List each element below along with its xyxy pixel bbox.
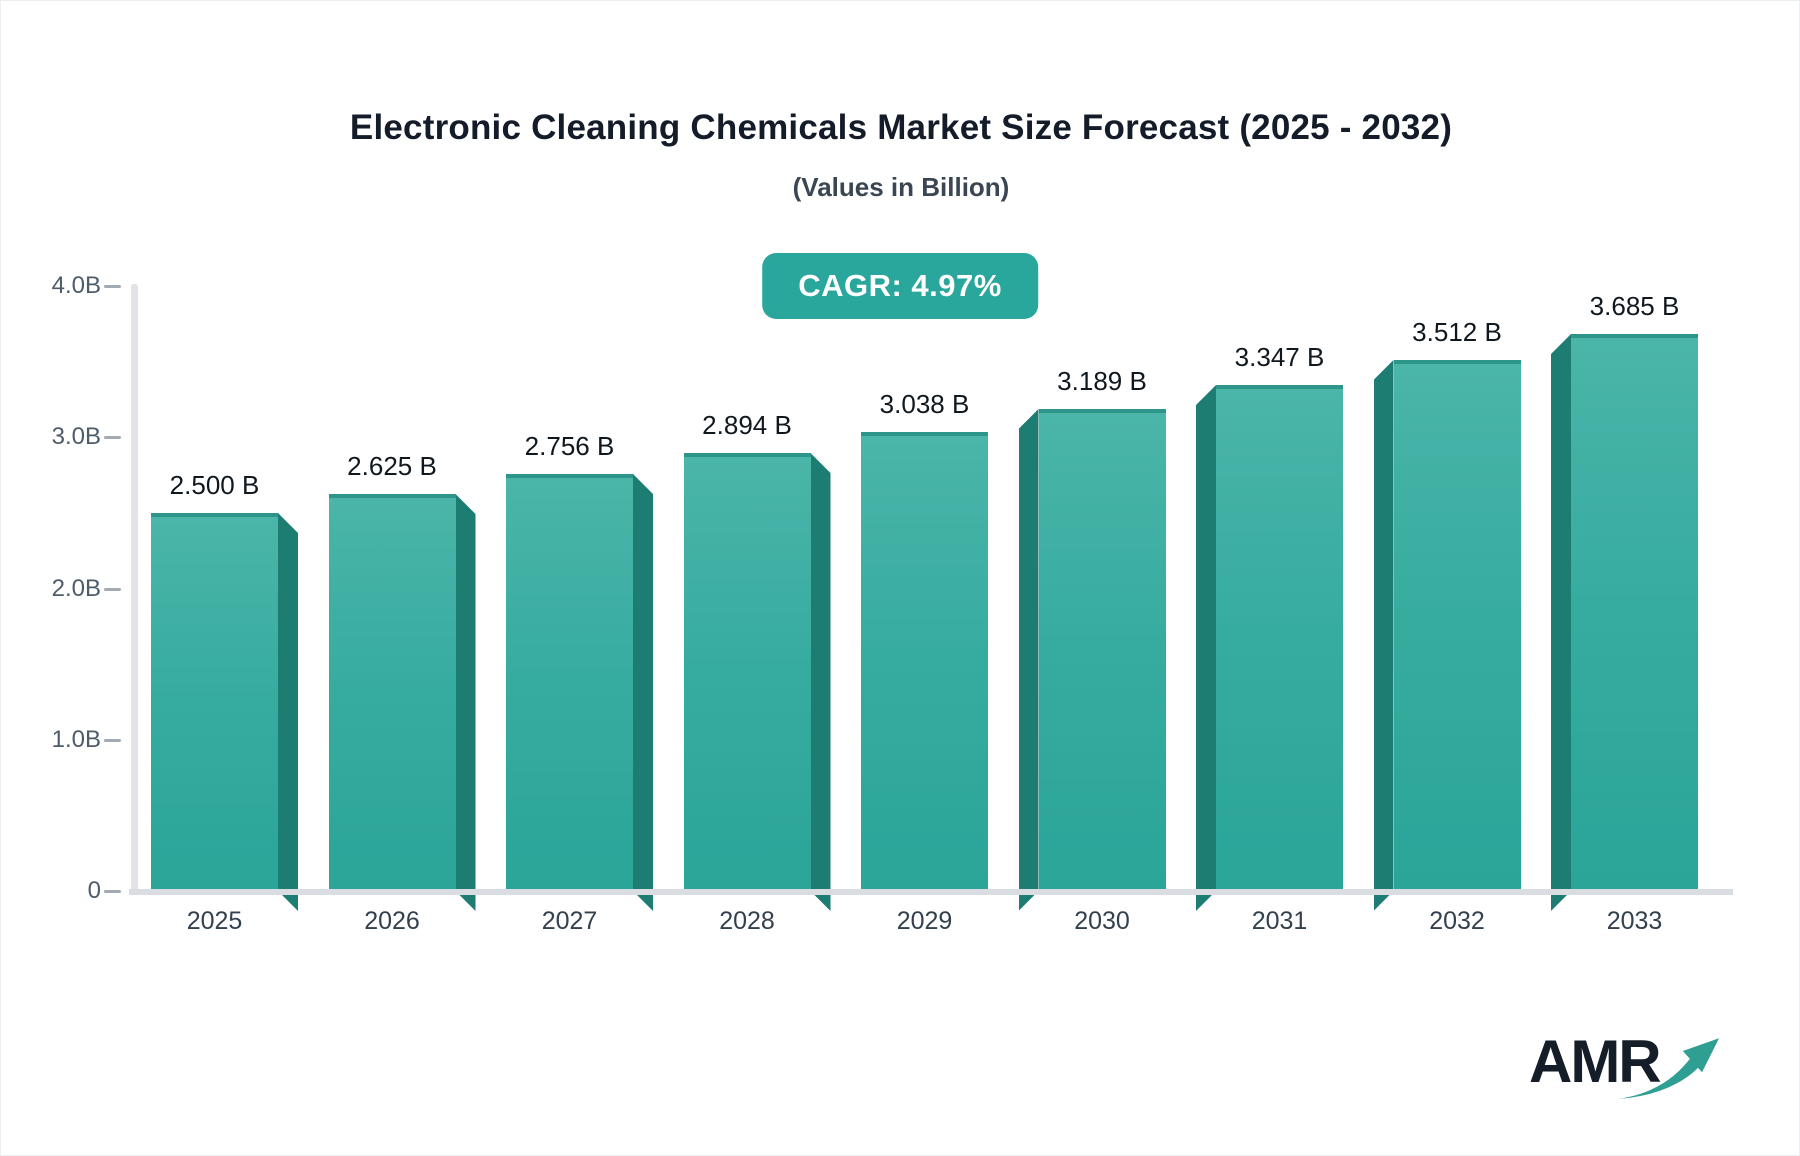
x-axis-label: 2028 [719, 907, 775, 935]
y-axis-tick-label: 4.0B [51, 272, 101, 299]
bar-2029 [861, 432, 988, 891]
bar-value-label: 3.685 B [1589, 291, 1680, 321]
bar-2032 [1393, 360, 1521, 891]
chart-subtitle: (Values in Billion) [792, 172, 1010, 202]
bar-side-face [278, 513, 298, 911]
bar-value-label: 3.347 B [1234, 342, 1325, 372]
x-axis-label: 2026 [364, 907, 420, 935]
bar-2027 [506, 474, 633, 891]
bar-2026 [328, 494, 456, 891]
x-axis-label: 2027 [541, 907, 598, 935]
bar-side-face [456, 494, 476, 911]
cagr-badge: CAGR: 4.97% [762, 253, 1038, 319]
bar-value-label: 3.038 B [879, 389, 970, 419]
x-axis-label: 2029 [896, 907, 953, 935]
x-axis-label: 2031 [1251, 907, 1308, 935]
y-axis-tick-dash [104, 890, 121, 893]
bar-2028 [683, 453, 811, 891]
x-axis-line [129, 889, 1733, 895]
chart-title: Electronic Cleaning Chemicals Market Siz… [349, 108, 1453, 147]
y-axis-tick-label: 3.0B [51, 423, 101, 451]
bar-value-label: 3.512 B [1412, 317, 1502, 347]
bar-value-label: 3.189 B [1057, 366, 1147, 396]
bar-2031 [1216, 385, 1343, 891]
bar-value-label: 2.894 B [702, 410, 792, 440]
bar-side-face [1551, 334, 1571, 911]
x-axis-label: 2033 [1606, 907, 1663, 935]
bar-value-label: 2.756 B [524, 431, 615, 461]
y-axis-tick-dash [104, 285, 121, 288]
bar-2025 [151, 513, 278, 891]
bar-value-label: 2.500 B [169, 470, 260, 500]
amr-logo-text: AMR [1529, 1028, 1662, 1095]
x-axis-label: 2032 [1429, 907, 1485, 935]
bar-side-face [1019, 409, 1039, 911]
y-axis-tick-label: 1.0B [51, 725, 101, 753]
growth-arrow-icon [1617, 1038, 1720, 1099]
amr-logo: AMR [1529, 1031, 1739, 1111]
bar-side-face [1374, 360, 1394, 911]
y-axis-line [131, 284, 138, 895]
y-axis-tick-dash [104, 436, 121, 440]
y-axis-tick-label: 0 [87, 877, 101, 904]
bar-side-face [633, 474, 653, 911]
x-axis-label: 2025 [186, 907, 243, 935]
y-axis-tick-dash [104, 587, 121, 591]
bar-2033 [1571, 334, 1698, 891]
y-axis-tick-label: 2.0B [51, 574, 101, 602]
bar-value-label: 2.625 B [347, 451, 437, 481]
bar-2030 [1038, 409, 1166, 891]
x-axis-label: 2030 [1074, 907, 1130, 935]
bar-side-face [1196, 385, 1216, 911]
bar-side-face [811, 453, 831, 911]
y-axis-tick-dash [104, 738, 121, 742]
